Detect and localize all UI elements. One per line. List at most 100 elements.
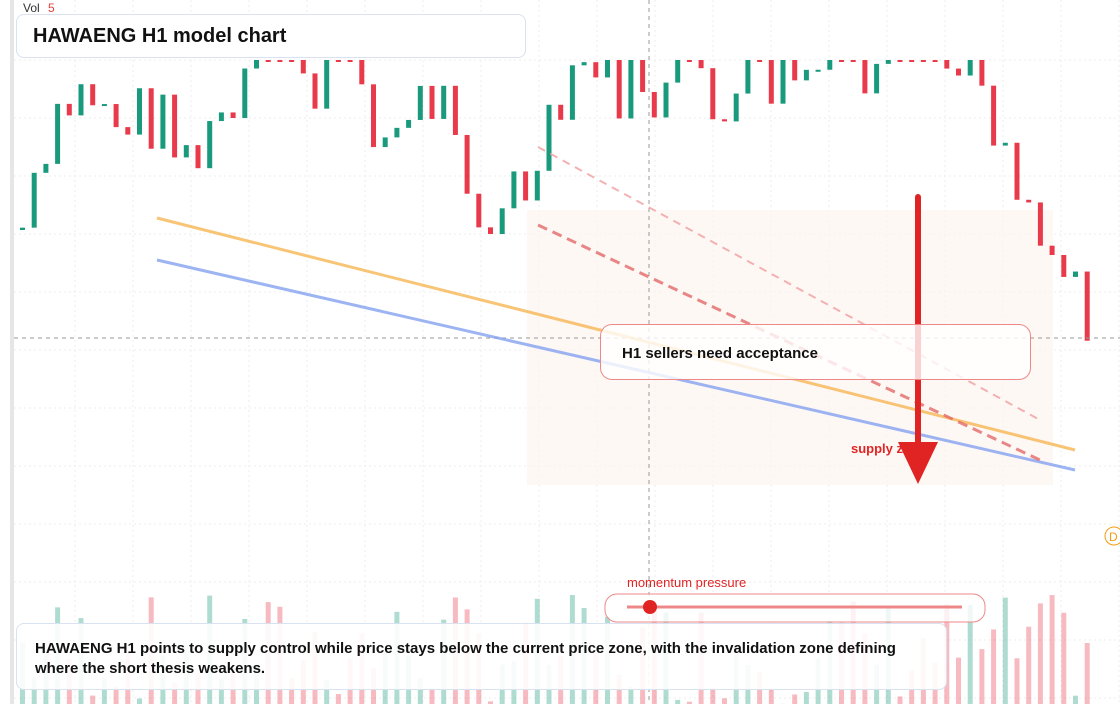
candle bbox=[534, 170, 540, 201]
candle bbox=[780, 60, 786, 104]
candle bbox=[242, 68, 248, 119]
candle bbox=[757, 60, 763, 62]
candle bbox=[218, 112, 224, 122]
candle bbox=[745, 60, 751, 94]
candle bbox=[710, 68, 716, 120]
candle bbox=[967, 60, 973, 76]
candle bbox=[581, 62, 587, 66]
candle bbox=[803, 69, 809, 81]
candle bbox=[991, 85, 997, 146]
candle bbox=[324, 60, 330, 109]
candle bbox=[335, 60, 341, 62]
candle bbox=[230, 112, 236, 119]
volume-bar bbox=[768, 688, 774, 704]
zone-label: supply zone bbox=[851, 441, 926, 456]
candle bbox=[628, 60, 634, 119]
candle bbox=[207, 121, 213, 169]
candle bbox=[429, 85, 435, 119]
candle bbox=[1037, 202, 1043, 246]
candle bbox=[616, 60, 622, 119]
volume-bar bbox=[956, 657, 961, 704]
vol-value: 5 bbox=[48, 1, 55, 15]
candle bbox=[31, 172, 37, 228]
candle bbox=[523, 171, 529, 201]
candle bbox=[476, 193, 482, 228]
candle bbox=[605, 60, 610, 78]
chart-title: HAWAENG H1 model chart bbox=[16, 14, 526, 58]
candle bbox=[1061, 254, 1067, 277]
candle bbox=[113, 104, 119, 128]
candle bbox=[932, 60, 938, 62]
candle bbox=[359, 60, 365, 85]
volume-bar bbox=[628, 687, 634, 704]
candle bbox=[1014, 142, 1020, 200]
candle bbox=[640, 60, 646, 92]
volume-bar bbox=[1049, 595, 1055, 704]
candle bbox=[125, 127, 131, 135]
candle bbox=[90, 84, 96, 106]
candle bbox=[1026, 199, 1032, 203]
candle bbox=[722, 119, 727, 122]
candle bbox=[43, 163, 49, 173]
candle bbox=[874, 63, 880, 94]
candle bbox=[885, 60, 891, 64]
candle bbox=[394, 127, 400, 138]
candle bbox=[417, 85, 423, 120]
volume-bar bbox=[113, 686, 119, 704]
candle bbox=[569, 65, 575, 120]
annotation-box: H1 sellers need acceptance bbox=[600, 324, 1031, 380]
arrow-head bbox=[898, 442, 938, 484]
volume-bar bbox=[172, 683, 178, 704]
candle bbox=[148, 88, 154, 149]
candle bbox=[1002, 142, 1008, 146]
candle bbox=[651, 91, 657, 118]
volume-bar bbox=[710, 687, 716, 704]
volume-bar bbox=[90, 695, 96, 704]
candle bbox=[920, 60, 926, 62]
badge bbox=[1104, 526, 1120, 546]
candle bbox=[66, 103, 72, 116]
vol-label: Vol bbox=[23, 1, 40, 15]
volume-bar bbox=[101, 678, 107, 704]
candle bbox=[499, 208, 505, 234]
candle bbox=[663, 82, 669, 118]
candle bbox=[792, 60, 798, 81]
candle bbox=[733, 93, 739, 122]
candle bbox=[815, 69, 821, 72]
candle bbox=[464, 134, 470, 194]
volume-bar bbox=[967, 605, 973, 704]
candle bbox=[371, 84, 376, 148]
volume-bar bbox=[979, 649, 985, 704]
volume-bar bbox=[897, 696, 903, 704]
candle bbox=[979, 60, 985, 86]
candle bbox=[956, 68, 961, 76]
candle bbox=[944, 60, 950, 69]
candle bbox=[183, 145, 189, 158]
candle bbox=[1084, 271, 1090, 341]
candle bbox=[406, 119, 412, 128]
volume-bar bbox=[488, 701, 493, 704]
candle bbox=[265, 60, 271, 62]
candle bbox=[195, 145, 201, 169]
candle bbox=[511, 171, 517, 209]
badge-text: D bbox=[1109, 530, 1118, 544]
candle bbox=[1049, 245, 1055, 255]
candle bbox=[452, 85, 458, 135]
volume-bar bbox=[1002, 597, 1008, 704]
candle bbox=[382, 137, 388, 148]
volume-bar bbox=[991, 629, 997, 704]
volume-bar bbox=[1073, 695, 1078, 704]
candle bbox=[558, 104, 564, 120]
volume-bar bbox=[417, 677, 423, 704]
candle bbox=[254, 60, 259, 69]
candle bbox=[768, 60, 774, 104]
candle bbox=[850, 60, 856, 62]
volume-bar bbox=[686, 701, 692, 704]
candle bbox=[312, 73, 318, 109]
candle bbox=[172, 94, 178, 158]
candle bbox=[441, 85, 447, 119]
candle bbox=[101, 104, 107, 107]
candle bbox=[55, 103, 61, 164]
candle bbox=[289, 60, 295, 62]
candle bbox=[347, 60, 353, 62]
